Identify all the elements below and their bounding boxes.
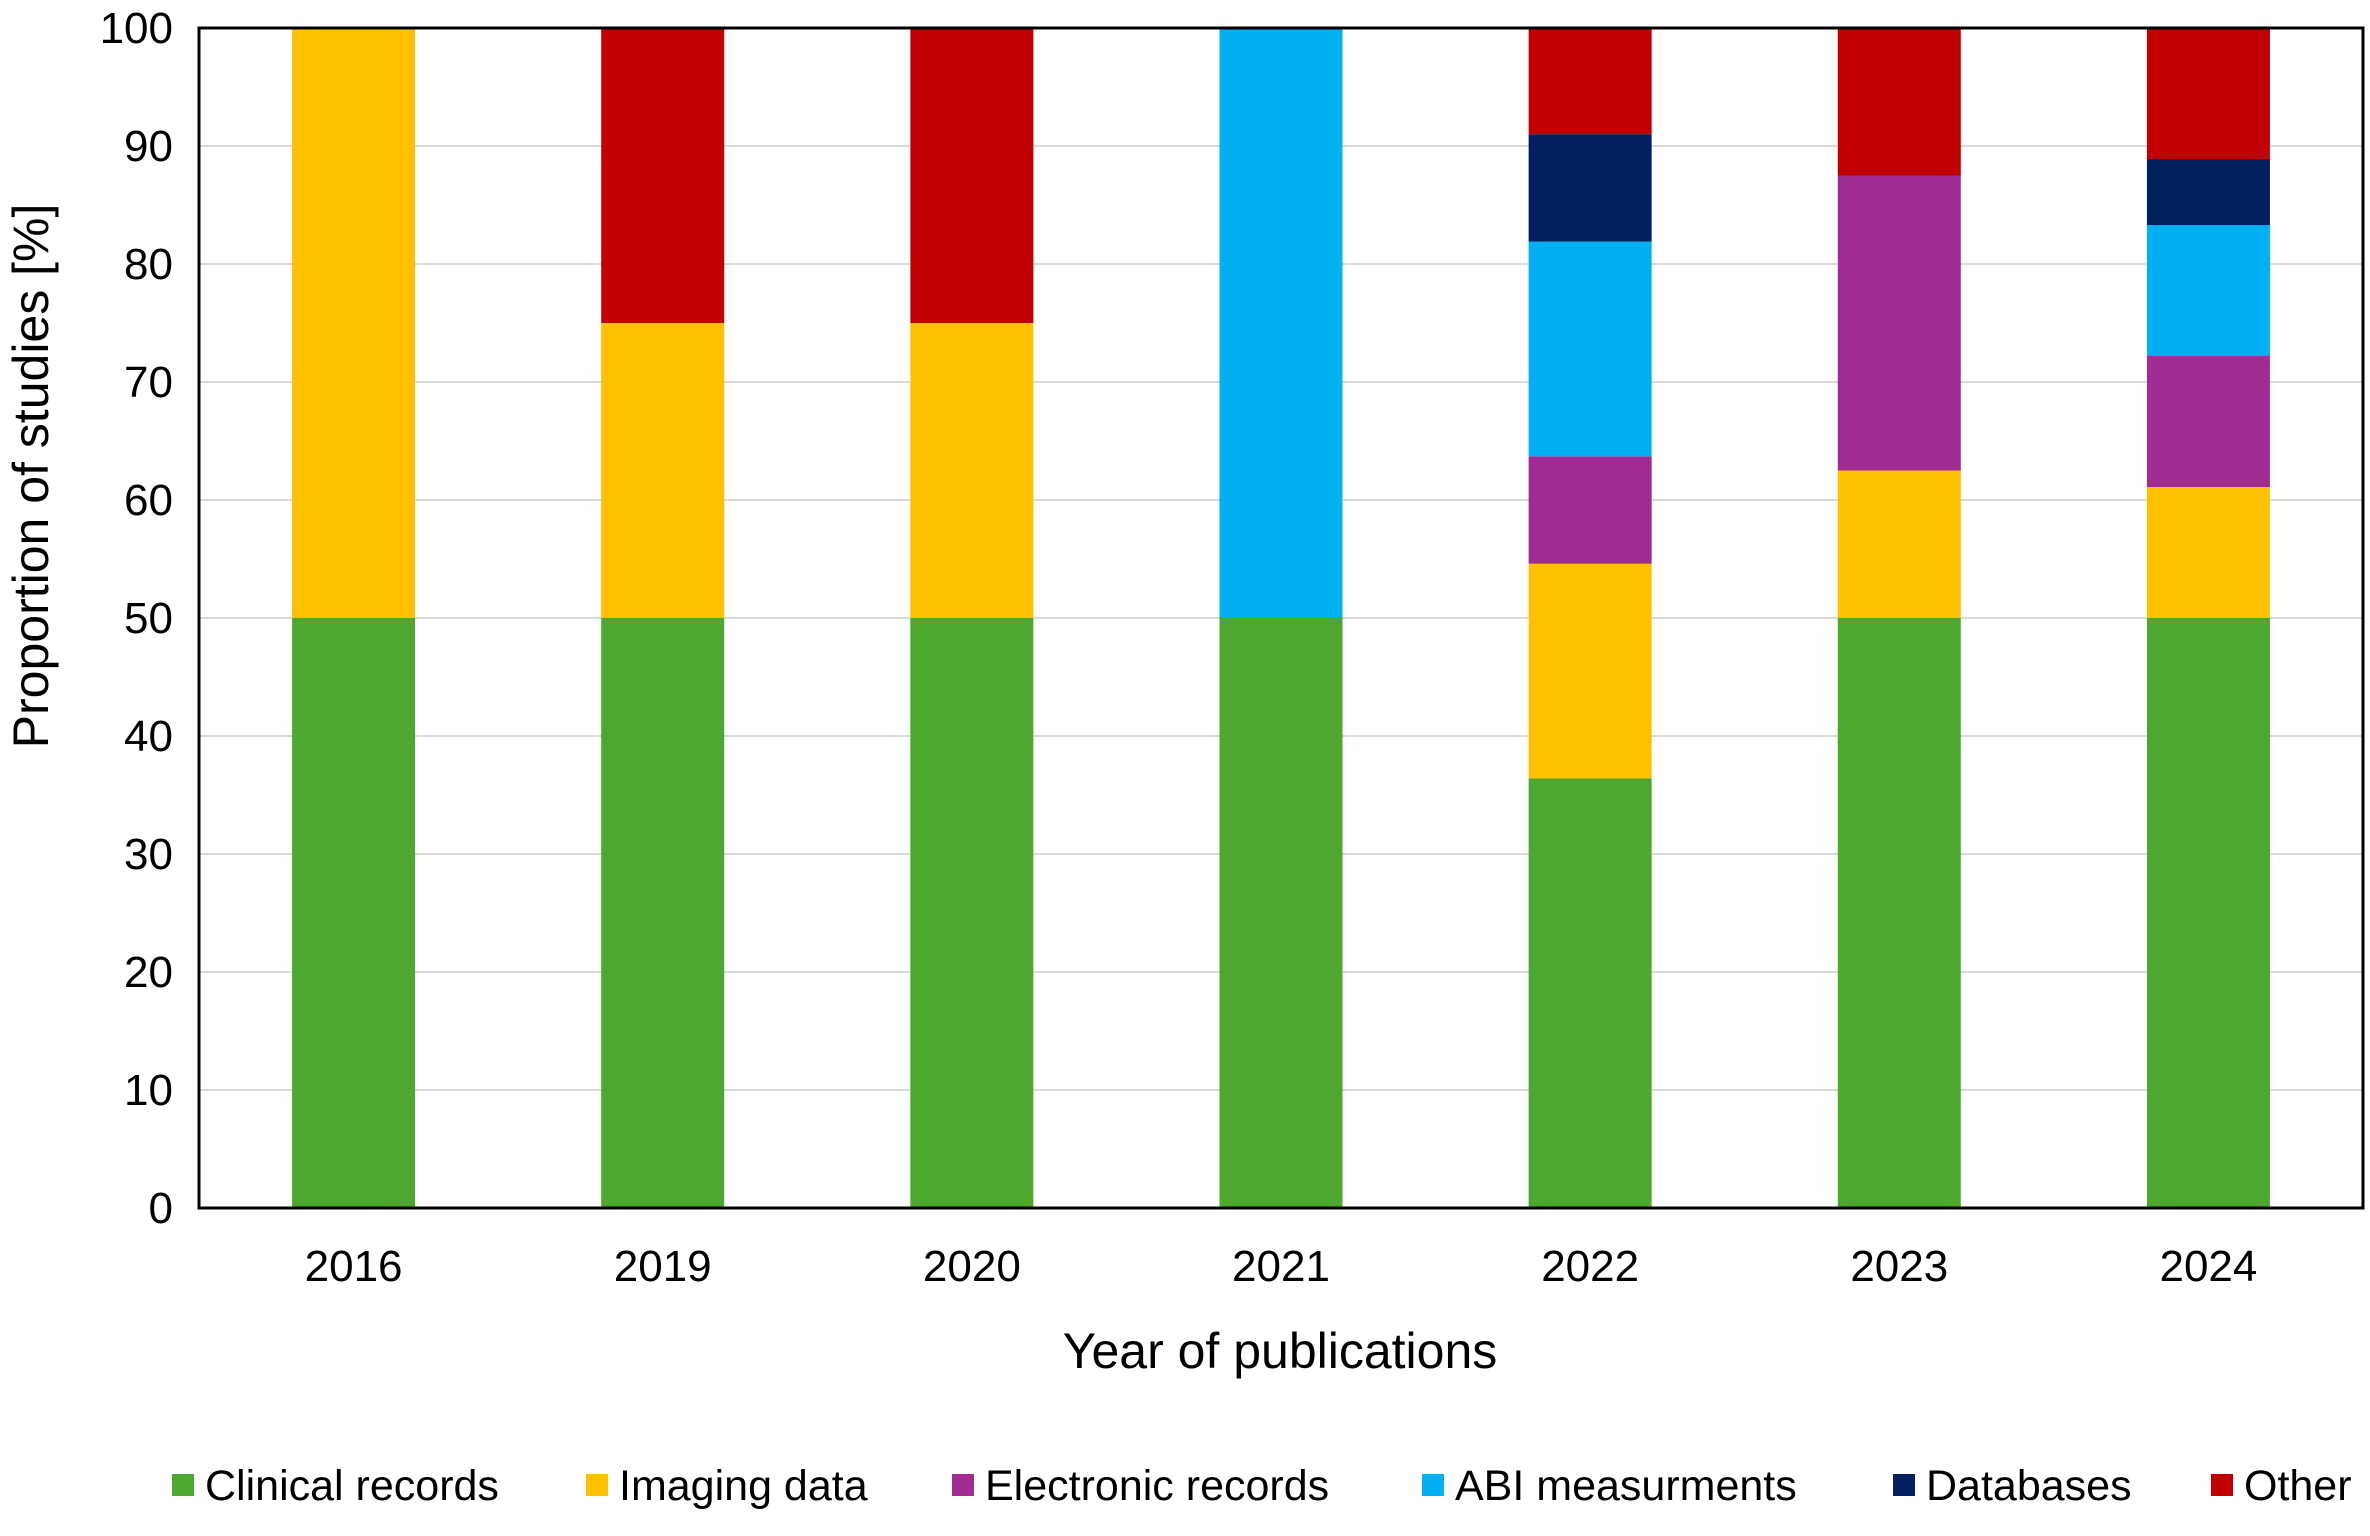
x-tick-labels: 2016 2019 2020 2021 2022 2023 2024: [305, 1242, 2258, 1291]
legend-swatch: [172, 1474, 194, 1496]
x-tick-label: 2024: [2159, 1242, 2257, 1291]
bar-segment: [292, 28, 416, 618]
y-tick-label: 70: [124, 358, 173, 407]
y-tick-label: 60: [124, 476, 173, 525]
bar-segment: [2146, 28, 2270, 159]
bar-segment: [2146, 356, 2270, 488]
legend: Clinical records Imaging data Electronic r…: [172, 1462, 2352, 1510]
bar-segment: [2146, 487, 2270, 618]
x-tick-label: 2016: [305, 1242, 403, 1291]
legend-swatch: [586, 1474, 608, 1496]
x-tick-label: 2020: [923, 1242, 1021, 1291]
bar-segment: [1837, 470, 1961, 618]
y-tick-labels: 0 10 20 30 40 50 60 70 80 90 100: [100, 4, 173, 1233]
bar-segment: [1837, 175, 1961, 471]
y-tick-label: 40: [124, 712, 173, 761]
bar-segment: [910, 28, 1034, 323]
bar-segment: [1528, 563, 1652, 779]
bar-segment: [1837, 618, 1961, 1208]
bar-segment: [1528, 456, 1652, 564]
y-tick-label: 50: [124, 594, 173, 643]
bar-segment: [601, 618, 725, 1208]
legend-label: Other: [2244, 1462, 2352, 1510]
y-tick-label: 30: [124, 830, 173, 879]
bar-segment: [910, 323, 1034, 618]
legend-label: Clinical records: [205, 1462, 499, 1510]
y-tick-label: 90: [124, 122, 173, 171]
legend-label: Electronic records: [985, 1462, 1329, 1510]
legend-swatch: [1893, 1474, 1915, 1496]
bars: [292, 28, 2270, 1208]
bar-segment: [1528, 134, 1652, 242]
y-tick-label: 0: [149, 1184, 173, 1233]
bar-segment: [1528, 778, 1652, 1208]
y-tick-label: 20: [124, 948, 173, 997]
legend-swatch: [2211, 1474, 2233, 1496]
bar-segment: [292, 618, 416, 1208]
bar-segment: [1837, 28, 1961, 176]
x-tick-label: 2019: [614, 1242, 712, 1291]
x-tick-label: 2023: [1850, 1242, 1948, 1291]
plot-frame: [197, 26, 2365, 1210]
y-tick-label: 10: [124, 1066, 173, 1115]
legend-label: Imaging data: [619, 1462, 868, 1510]
x-axis-title: Year of publications: [1063, 1323, 1498, 1379]
legend-label: Databases: [1926, 1462, 2132, 1510]
bar-segment: [601, 323, 725, 618]
bar-segment: [601, 28, 725, 323]
bar-segment: [2146, 618, 2270, 1208]
legend-label: ABI measurments: [1455, 1462, 1797, 1510]
y-tick-label: 100: [100, 4, 173, 53]
bar-segment: [1528, 241, 1652, 457]
bar-segment: [1219, 28, 1343, 618]
legend-swatch: [952, 1474, 974, 1496]
legend-swatch: [1422, 1474, 1444, 1496]
bar-segment: [1528, 28, 1652, 135]
axes: [197, 26, 2365, 1210]
y-axis-title: Proportion of studies [%]: [3, 204, 59, 749]
x-tick-label: 2022: [1541, 1242, 1639, 1291]
bar-segment: [2146, 225, 2270, 357]
y-tick-label: 80: [124, 240, 173, 289]
x-tick-label: 2021: [1232, 1242, 1330, 1291]
bar-segment: [910, 618, 1034, 1208]
bar-segment: [1219, 618, 1343, 1208]
bar-segment: [2146, 158, 2270, 226]
